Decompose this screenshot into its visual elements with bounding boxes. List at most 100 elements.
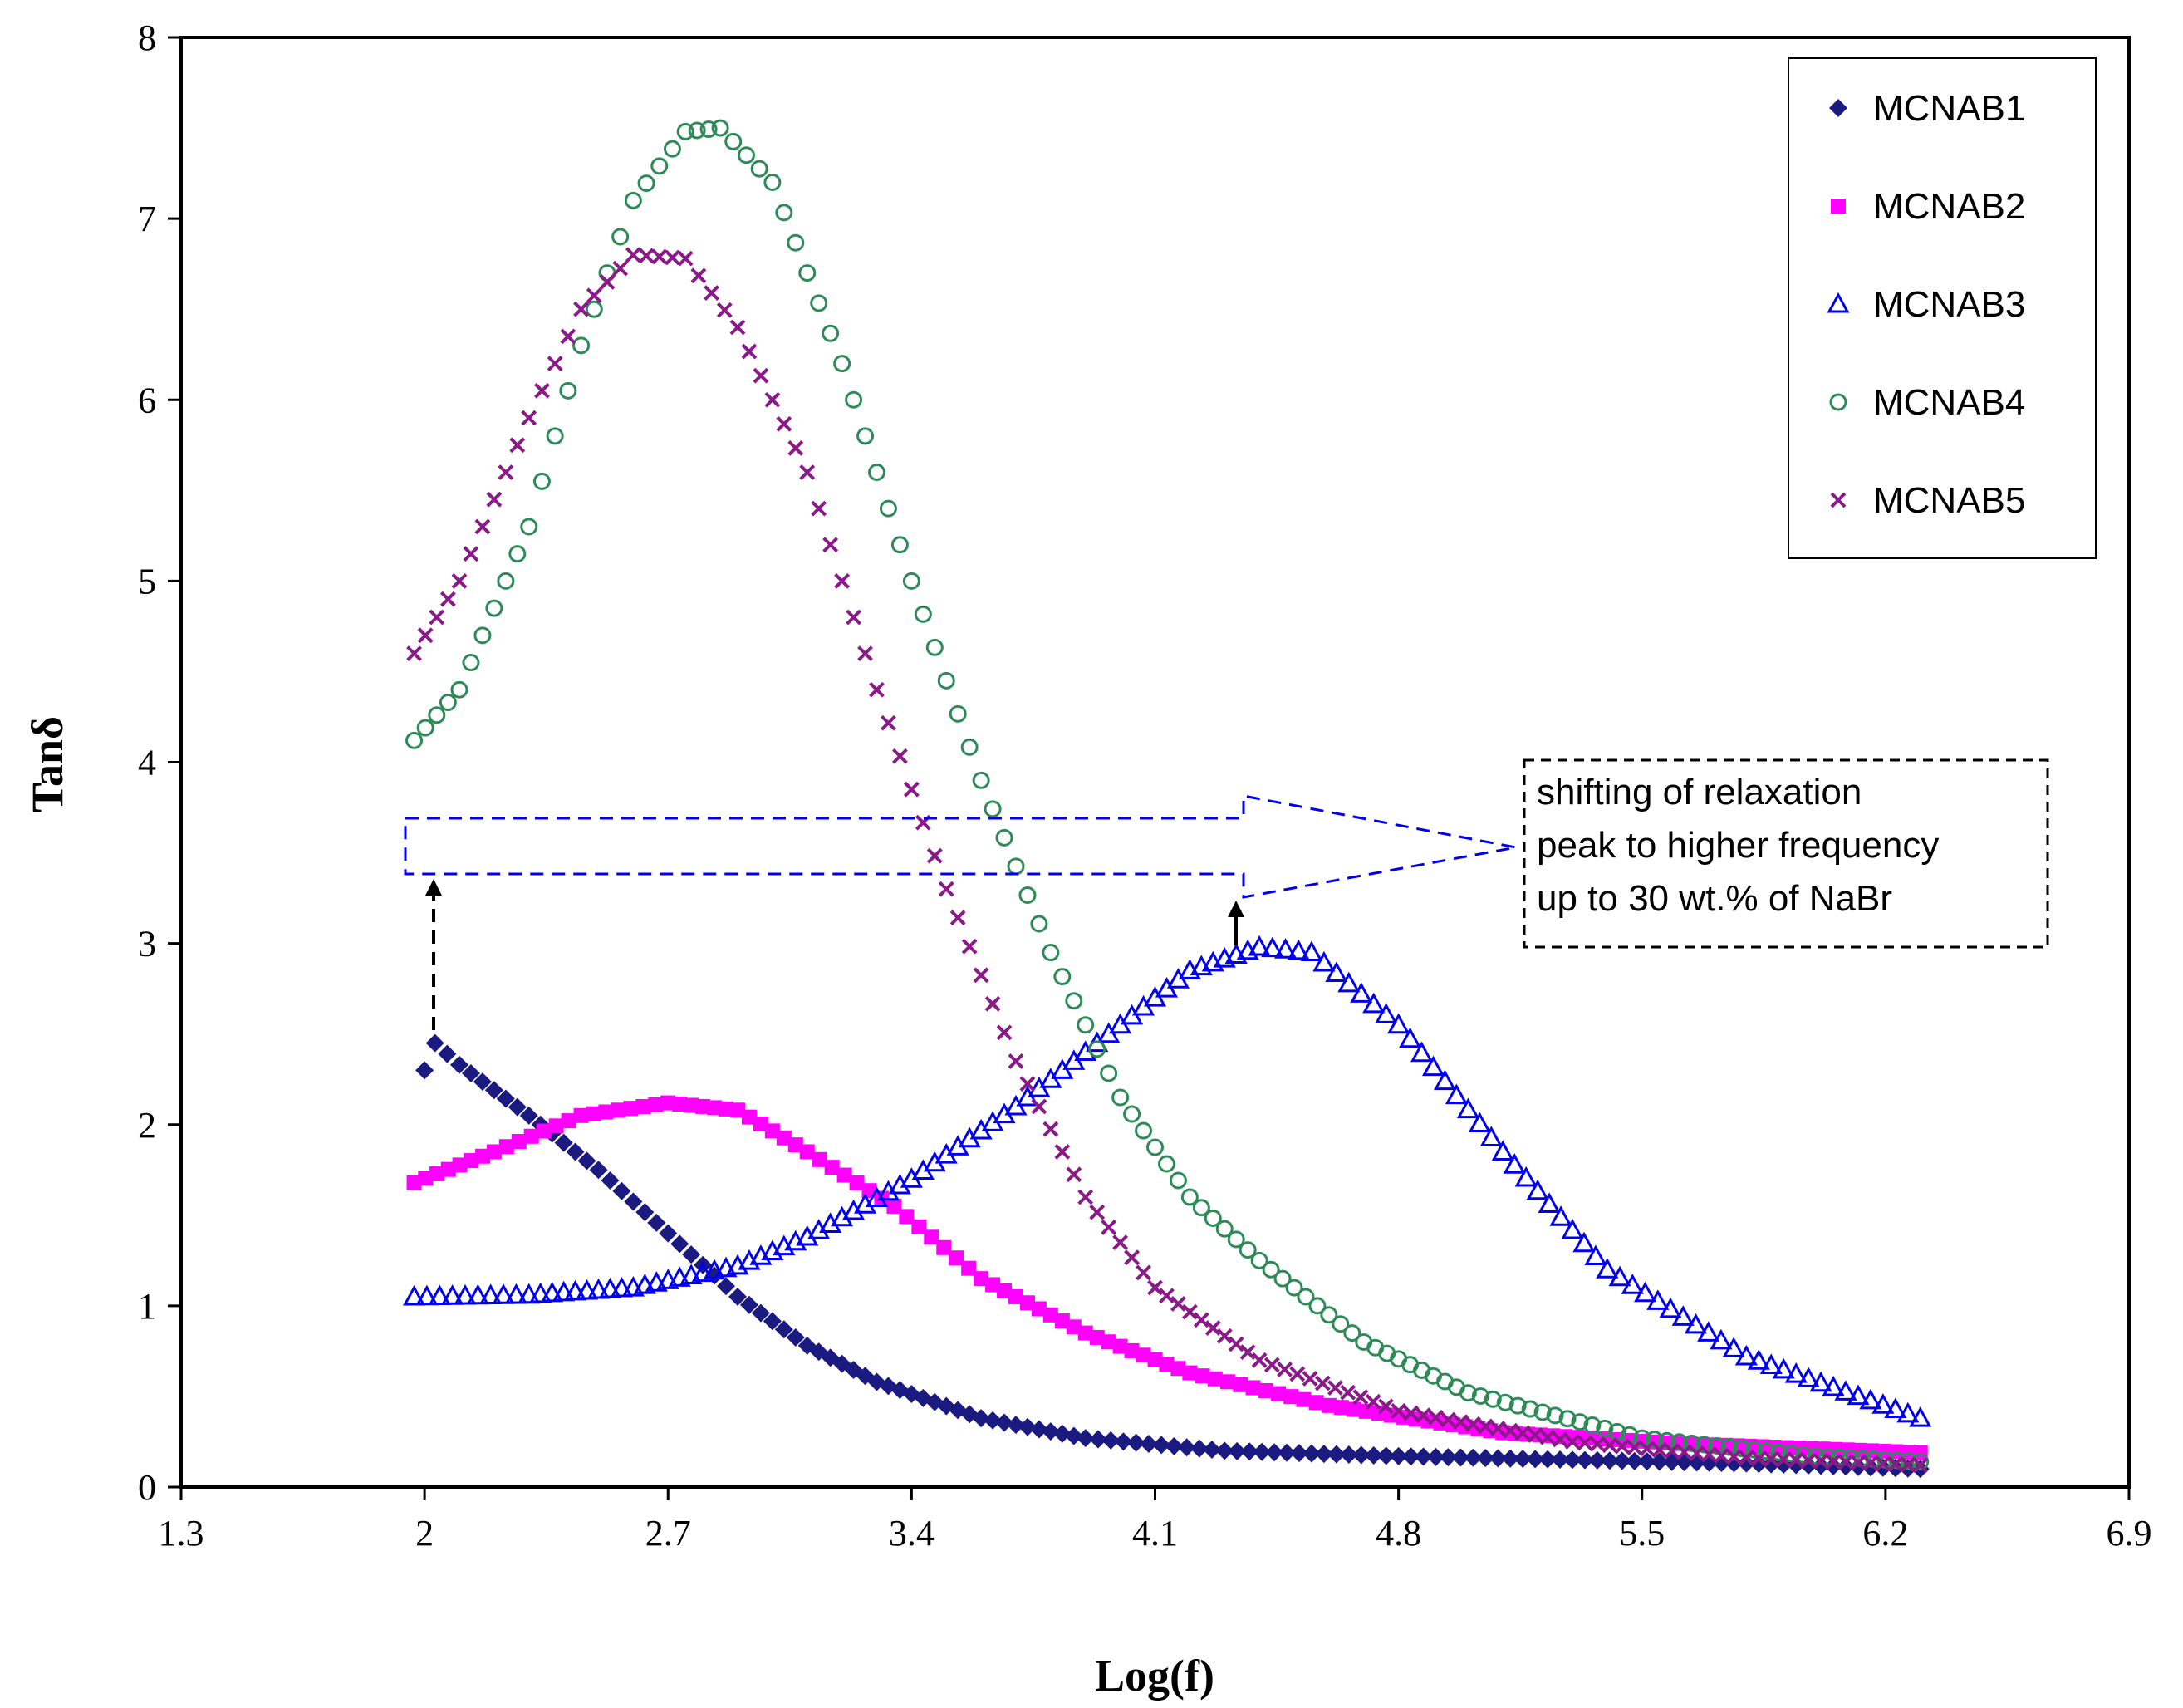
- data-point: [892, 748, 908, 764]
- data-point: [753, 1117, 768, 1132]
- data-point: [972, 771, 990, 789]
- data-point: [1376, 1446, 1396, 1465]
- data-point: [1513, 1450, 1533, 1469]
- legend-marker: [1830, 492, 1847, 508]
- data-point: [1577, 1435, 1593, 1451]
- data-point: [716, 302, 733, 318]
- data-point: [1689, 1445, 1705, 1461]
- data-point: [450, 680, 468, 699]
- data-point: [1007, 1416, 1025, 1435]
- data-point: [1738, 1450, 1754, 1466]
- legend-label: MCNAB3: [1873, 284, 2025, 325]
- data-point: [1135, 1121, 1153, 1140]
- data-point: [1744, 1441, 1763, 1459]
- data-point: [1769, 1443, 1788, 1461]
- data-point: [573, 301, 589, 317]
- data-point: [1707, 1436, 1725, 1455]
- data-point: [1634, 1281, 1657, 1303]
- data-point: [857, 645, 873, 662]
- data-point: [682, 1245, 701, 1264]
- data-point: [1270, 1386, 1286, 1401]
- data-point: [1170, 1296, 1186, 1312]
- data-point: [776, 415, 792, 432]
- data-point: [1527, 1427, 1543, 1443]
- data-point: [812, 1151, 827, 1167]
- data-point: [1088, 1430, 1107, 1449]
- data-point: [1325, 961, 1348, 982]
- data-point: [1343, 1324, 1361, 1342]
- data-point: [1253, 1442, 1272, 1461]
- data-point: [1136, 1347, 1151, 1363]
- data-point: [1300, 940, 1323, 962]
- data-point: [1546, 1406, 1564, 1425]
- data-point: [1126, 1433, 1145, 1452]
- data-point: [519, 1106, 538, 1125]
- data-point: [577, 1151, 596, 1171]
- data-point: [1308, 1297, 1327, 1315]
- data-point: [925, 638, 944, 656]
- data-point: [672, 1097, 688, 1112]
- data-point: [1803, 1441, 1818, 1456]
- data-point: [879, 499, 897, 518]
- data-point: [1491, 1140, 1514, 1161]
- data-point: [914, 605, 932, 623]
- data-point: [1302, 1371, 1318, 1387]
- data-point: [438, 1044, 457, 1063]
- data-point: [1439, 1448, 1458, 1467]
- y-tick-label: 4: [138, 743, 156, 783]
- data-point: [938, 881, 954, 897]
- data-point: [1100, 1064, 1118, 1082]
- data-point: [624, 191, 642, 209]
- data-point: [1258, 1382, 1273, 1398]
- data-point: [834, 572, 851, 589]
- data-point: [764, 391, 781, 408]
- data-point: [724, 132, 743, 150]
- data-point: [637, 174, 655, 193]
- data-point: [845, 390, 863, 409]
- data-point: [1312, 950, 1336, 972]
- data-point: [1456, 1097, 1479, 1119]
- data-point: [1321, 1397, 1337, 1413]
- data-point: [1277, 1362, 1293, 1377]
- data-point: [1190, 955, 1213, 976]
- data-point: [695, 1098, 711, 1114]
- data-point: [775, 204, 793, 222]
- data-point: [1101, 1334, 1116, 1350]
- data-point: [660, 1095, 676, 1111]
- legend-label: MCNAB4: [1873, 382, 2025, 423]
- data-point: [774, 1320, 793, 1339]
- legend-label: MCNAB5: [1873, 480, 2025, 521]
- data-point: [1637, 1452, 1656, 1471]
- data-point: [763, 1312, 782, 1331]
- data-point: [1358, 1403, 1374, 1419]
- data-point: [1850, 1455, 1867, 1471]
- data-point: [1757, 1442, 1775, 1460]
- data-point: [561, 1113, 576, 1129]
- data-point: [1296, 1391, 1312, 1407]
- data-point: [554, 1133, 573, 1152]
- data-point: [730, 1102, 745, 1118]
- data-point: [1759, 1353, 1783, 1375]
- legend-entry-mcnab5: MCNAB5: [1830, 480, 2025, 521]
- data-point: [1314, 1375, 1331, 1391]
- data-point: [624, 1192, 643, 1211]
- data-point: [586, 1106, 601, 1121]
- data-point: [751, 1303, 770, 1323]
- shift-arrow-outline: [404, 794, 1517, 899]
- data-point: [1683, 1434, 1701, 1452]
- data-point: [1285, 1279, 1303, 1297]
- data-point: [429, 609, 445, 626]
- data-point: [1180, 1188, 1199, 1206]
- data-point: [1224, 943, 1248, 964]
- data-point: [1289, 1444, 1308, 1463]
- data-point: [508, 1097, 527, 1117]
- data-point: [1813, 1453, 1829, 1470]
- data-point: [1333, 1400, 1349, 1416]
- data-point: [1190, 1439, 1209, 1458]
- data-point: [1287, 939, 1310, 960]
- data-point: [497, 572, 515, 590]
- data-point: [485, 599, 503, 617]
- data-point: [1302, 1444, 1321, 1463]
- y-tick-label: 2: [138, 1105, 156, 1146]
- data-point: [1350, 982, 1373, 1003]
